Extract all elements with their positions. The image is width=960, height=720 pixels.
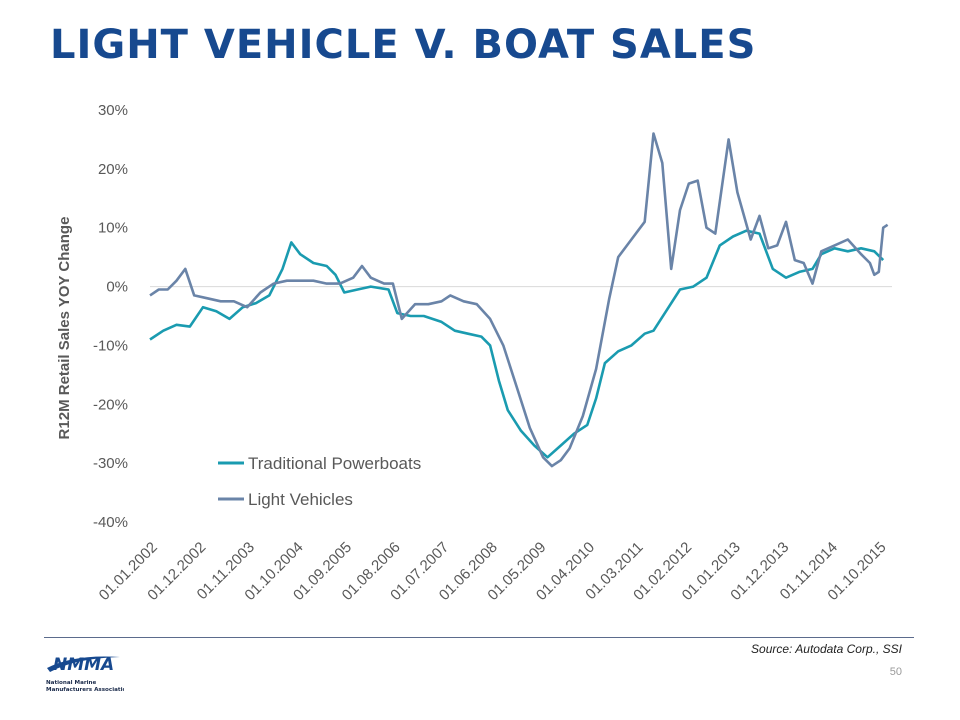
series-line-light-vehicles — [149, 132, 889, 468]
y-tick-label: 20% — [98, 161, 128, 178]
legend-label: Traditional Powerboats — [248, 454, 421, 473]
logo-swoosh-icon — [47, 656, 120, 672]
y-tick-label: 30% — [98, 102, 128, 119]
y-tick-label: -30% — [93, 455, 128, 472]
logo-wordmark: NMMA — [53, 655, 114, 675]
logo-caption-line1: National Marine — [46, 680, 97, 686]
footer-divider — [44, 637, 914, 638]
page-number: 50 — [889, 666, 902, 678]
y-axis-label: R12M Retail Sales YOY Change — [56, 217, 73, 440]
y-tick-label: 0% — [106, 279, 128, 296]
y-tick-label: -10% — [93, 337, 128, 354]
nmma-logo: NMMA National Marine Manufacturers Assoc… — [46, 655, 124, 693]
source-note: Source: Autodata Corp., SSI — [751, 642, 902, 656]
y-tick-label: -20% — [93, 396, 128, 413]
logo-caption-line2: Manufacturers Association — [46, 687, 124, 693]
y-tick-label: 10% — [98, 220, 128, 237]
y-tick-label: -40% — [93, 514, 128, 531]
series-line-powerboats — [149, 229, 885, 459]
legend-label: Light Vehicles — [248, 490, 353, 509]
page-title: LIGHT VEHICLE V. BOAT SALES — [50, 22, 757, 68]
